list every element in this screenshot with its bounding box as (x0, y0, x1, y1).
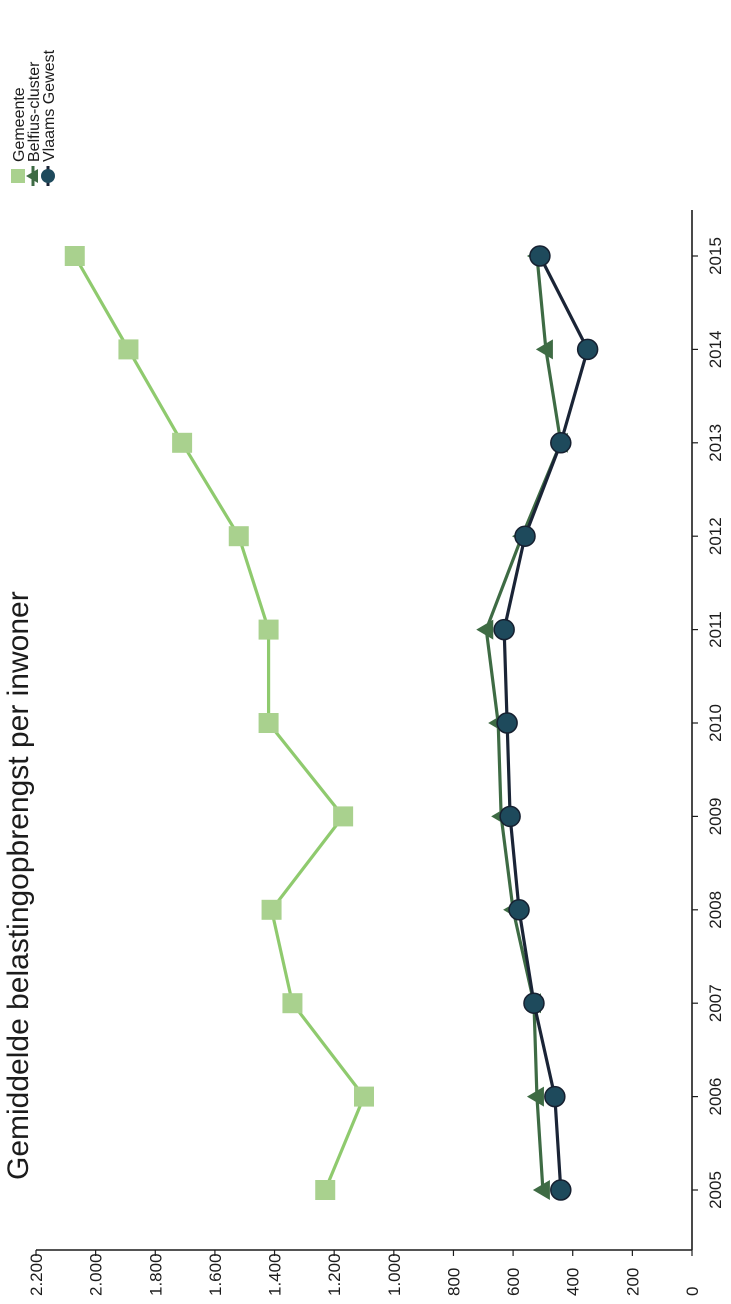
data-point (550, 432, 572, 454)
x-tick-label: 2015 (706, 237, 725, 275)
data-point (172, 432, 193, 453)
data-point (333, 806, 354, 827)
x-tick-label: 2008 (706, 891, 725, 929)
data-point (535, 339, 553, 360)
legend-marker (11, 169, 25, 183)
legend-label: Belfius-cluster (26, 61, 43, 162)
x-tick-label: 2006 (706, 1078, 725, 1116)
x-tick-label: 2010 (706, 704, 725, 742)
data-point (354, 1086, 374, 1107)
data-point (493, 618, 515, 641)
y-tick-label: 400 (564, 1268, 583, 1296)
data-point (526, 1086, 544, 1107)
series-vlaams-gewest (493, 245, 599, 1201)
y-tick-label: 1.200 (325, 1253, 344, 1296)
series-line (73, 255, 366, 1191)
legend-marker (41, 169, 55, 183)
data-point (496, 712, 518, 734)
x-tick-label: 2009 (706, 797, 725, 835)
y-tick-label: 1.600 (206, 1253, 225, 1296)
data-point (550, 1179, 572, 1201)
y-tick-label: 800 (444, 1268, 463, 1296)
data-point (64, 246, 85, 266)
data-point (508, 899, 530, 921)
data-point (544, 1085, 566, 1108)
series-gemeente (64, 246, 374, 1200)
y-tick-label: 0 (683, 1287, 702, 1296)
series-belfius-cluster (476, 246, 568, 1200)
data-point (315, 1180, 336, 1200)
data-point (118, 339, 139, 360)
x-tick-label: 2012 (706, 517, 725, 555)
x-tick-label: 2007 (706, 984, 725, 1022)
data-point (576, 338, 599, 361)
x-axis-ticks: 2005 2006 2007 2008 2009 2010 2011 2012 2013 2014… (692, 237, 725, 1209)
y-tick-label: 1.400 (266, 1253, 285, 1296)
y-tick-label: 2.200 (27, 1253, 46, 1296)
chart-series (64, 245, 599, 1201)
legend-marker (26, 169, 38, 183)
y-axis-ticks: 0 200 400 600 800 1.000 1.200 1.400 1.600 1.800 2.… (27, 1250, 702, 1296)
legend-label: Gemeente (11, 87, 28, 162)
chart-title: Gemiddelde belastingopbrengst per inwone… (2, 591, 35, 1180)
data-point (523, 992, 545, 1014)
data-point (499, 805, 521, 828)
y-tick-label: 2.000 (87, 1253, 106, 1296)
data-point (529, 245, 551, 267)
x-tick-label: 2013 (706, 424, 725, 462)
data-point (258, 713, 279, 733)
data-point (476, 619, 494, 640)
x-tick-label: 2005 (706, 1171, 725, 1209)
y-tick-label: 600 (504, 1268, 523, 1296)
x-tick-label: 2014 (706, 330, 725, 368)
data-point (228, 526, 249, 547)
legend-label: Vlaams Gewest (41, 49, 58, 162)
data-point (532, 1180, 550, 1200)
y-tick-label: 1.800 (146, 1253, 165, 1296)
chart-axes (36, 210, 693, 1251)
y-tick-label: 200 (623, 1268, 642, 1296)
y-tick-label: 1.000 (385, 1253, 404, 1296)
data-point (261, 899, 282, 920)
x-tick-label: 2011 (706, 611, 725, 648)
data-point (514, 525, 536, 547)
data-point (258, 619, 279, 640)
data-point (282, 993, 303, 1014)
